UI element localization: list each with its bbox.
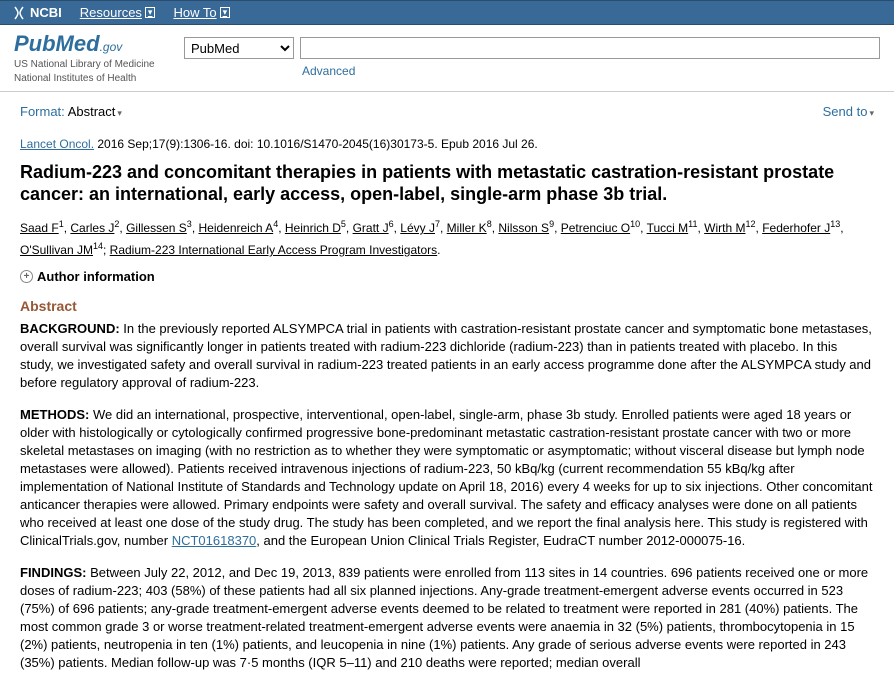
- search-row: PubMed: [184, 37, 880, 59]
- abstract-background: BACKGROUND: In the previously reported A…: [20, 320, 874, 392]
- sendto-dropdown[interactable]: Send to▾: [823, 104, 874, 119]
- pubmed-logo[interactable]: PubMed.gov: [14, 31, 164, 57]
- background-label: BACKGROUND:: [20, 321, 120, 336]
- author-group-link[interactable]: Radium-223 International Early Access Pr…: [110, 243, 438, 257]
- header: PubMed.gov US National Library of Medici…: [0, 25, 894, 92]
- methods-text-b: , and the European Union Clinical Trials…: [256, 533, 745, 548]
- author-link[interactable]: Tucci M: [647, 221, 689, 235]
- author-affil: 12: [746, 219, 756, 229]
- findings-label: FINDINGS:: [20, 565, 86, 580]
- ncbi-icon: [12, 6, 26, 20]
- author-link[interactable]: Heidenreich A: [198, 221, 273, 235]
- author-link[interactable]: Saad F: [20, 221, 59, 235]
- clinicaltrials-link[interactable]: NCT01618370: [172, 533, 257, 548]
- author-link[interactable]: Gillessen S: [126, 221, 187, 235]
- content: Format: Abstract▾ Send to▾ Lancet Oncol.…: [0, 92, 894, 698]
- author-link[interactable]: Carles J: [70, 221, 114, 235]
- author-link[interactable]: Petrenciuc O: [561, 221, 630, 235]
- author-affil: 3: [187, 219, 192, 229]
- abstract-methods: METHODS: We did an international, prospe…: [20, 406, 874, 550]
- resources-menu[interactable]: Resources ▾: [80, 5, 156, 20]
- journal-link[interactable]: Lancet Oncol.: [20, 137, 94, 151]
- findings-text: Between July 22, 2012, and Dec 19, 2013,…: [20, 565, 868, 670]
- author-link[interactable]: Miller K: [447, 221, 487, 235]
- author-affil: 10: [630, 219, 640, 229]
- abstract-heading: Abstract: [20, 298, 874, 314]
- citation-rest: 2016 Sep;17(9):1306-16. doi: 10.1016/S14…: [94, 137, 538, 151]
- citation-line: Lancet Oncol. 2016 Sep;17(9):1306-16. do…: [20, 137, 874, 151]
- format-value: Abstract: [68, 104, 116, 119]
- author-affil: 11: [688, 219, 697, 229]
- author-affil: 8: [487, 219, 492, 229]
- methods-label: METHODS:: [20, 407, 89, 422]
- logo-subtitle-1: US National Library of Medicine: [14, 59, 164, 71]
- abstract-findings: FINDINGS: Between July 22, 2012, and Dec…: [20, 564, 874, 672]
- author-affil: 4: [273, 219, 278, 229]
- author-info-toggle[interactable]: + Author information: [20, 269, 874, 284]
- howto-menu[interactable]: How To ▾: [173, 5, 230, 20]
- search-input[interactable]: [300, 37, 880, 59]
- article-title: Radium-223 and concomitant therapies in …: [20, 161, 874, 205]
- author-affil: 1: [59, 219, 64, 229]
- author-link[interactable]: Gratt J: [353, 221, 389, 235]
- search-block: PubMed Advanced: [184, 31, 880, 78]
- author-affil: 2: [114, 219, 119, 229]
- author-link[interactable]: Heinrich D: [285, 221, 341, 235]
- author-affil: 14: [93, 241, 103, 251]
- author-link[interactable]: Lévy J: [400, 221, 435, 235]
- sendto-label: Send to: [823, 104, 868, 119]
- resources-label: Resources: [80, 5, 142, 20]
- author-link[interactable]: Federhofer J: [762, 221, 830, 235]
- triangle-down-icon: ▾: [117, 108, 122, 118]
- author-affil: 9: [549, 219, 554, 229]
- ncbi-top-bar: NCBI Resources ▾ How To ▾: [0, 0, 894, 25]
- advanced-link[interactable]: Advanced: [302, 64, 355, 78]
- ncbi-logo[interactable]: NCBI: [12, 5, 62, 20]
- database-select[interactable]: PubMed: [184, 37, 294, 59]
- background-text: In the previously reported ALSYMPCA tria…: [20, 321, 872, 390]
- logo-subtitle-2: National Institutes of Health: [14, 73, 164, 85]
- author-affil: 13: [830, 219, 840, 229]
- author-affil: 5: [341, 219, 346, 229]
- howto-label: How To: [173, 5, 216, 20]
- author-affil: 7: [435, 219, 440, 229]
- chevron-down-icon: ▾: [220, 7, 231, 18]
- format-label: Format:: [20, 104, 65, 119]
- format-dropdown[interactable]: Format: Abstract▾: [20, 104, 122, 119]
- logo-block: PubMed.gov US National Library of Medici…: [14, 31, 164, 85]
- author-link[interactable]: O'Sullivan JM: [20, 243, 93, 257]
- author-affil: 6: [389, 219, 394, 229]
- author-list: Saad F1, Carles J2, Gillessen S3, Heiden…: [20, 215, 874, 259]
- ncbi-brand-text: NCBI: [30, 5, 62, 20]
- author-info-label: Author information: [37, 269, 155, 284]
- expand-icon: +: [20, 270, 33, 283]
- chevron-down-icon: ▾: [145, 7, 156, 18]
- triangle-down-icon: ▾: [869, 108, 874, 118]
- logo-main: PubMed: [14, 31, 100, 56]
- author-link[interactable]: Nilsson S: [498, 221, 549, 235]
- methods-text-a: We did an international, prospective, in…: [20, 407, 872, 548]
- author-link[interactable]: Wirth M: [704, 221, 745, 235]
- logo-suffix: .gov: [100, 40, 123, 54]
- format-toolbar: Format: Abstract▾ Send to▾: [20, 104, 874, 119]
- advanced-row: Advanced: [302, 63, 880, 78]
